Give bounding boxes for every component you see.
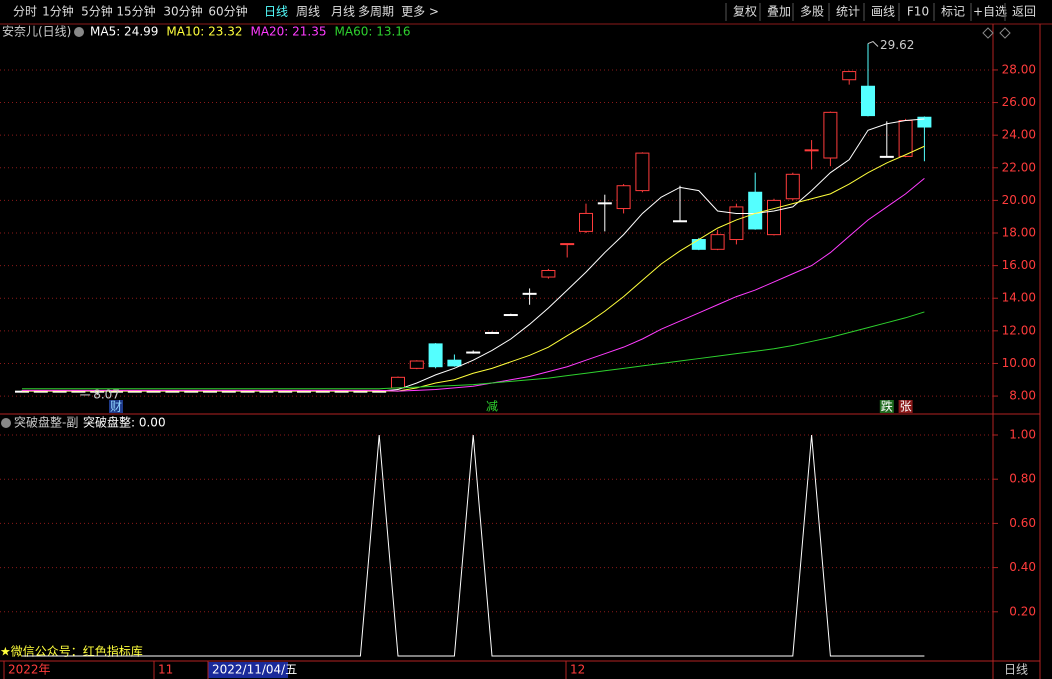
candle-body bbox=[391, 376, 405, 389]
toolbar-tab[interactable]: 月线 bbox=[331, 5, 355, 19]
toolbar-tab[interactable]: 更多 > bbox=[401, 5, 439, 19]
indicator-title: 突破盘整-副 bbox=[14, 415, 78, 430]
indicator-line bbox=[22, 434, 925, 657]
y-tick-label: 0.80 bbox=[1009, 472, 1036, 486]
y-tick-label: 24.00 bbox=[1002, 128, 1036, 142]
toolbar-tab[interactable]: 分时 bbox=[13, 5, 37, 19]
toolbar-button[interactable]: 返回 bbox=[1012, 5, 1036, 19]
max-leader bbox=[867, 40, 879, 47]
date-label: 2022/11/04/五 bbox=[212, 663, 297, 677]
event-marker-bg bbox=[898, 400, 913, 413]
toolbar-button[interactable]: 叠加 bbox=[767, 5, 791, 19]
toolbar-button[interactable]: +自选 bbox=[973, 5, 1007, 19]
candle-body bbox=[466, 351, 481, 354]
y-tick-label: 8.00 bbox=[1009, 389, 1036, 403]
candle-body bbox=[616, 185, 631, 210]
toolbar-tab[interactable]: 多周期 bbox=[358, 5, 394, 19]
max-price: 29.62 bbox=[880, 38, 914, 52]
date-cursor-bg bbox=[208, 662, 288, 678]
candle-body bbox=[560, 243, 575, 246]
toolbar-button[interactable]: 标记 bbox=[941, 5, 965, 19]
toolbar-tab[interactable]: 1分钟 bbox=[42, 4, 74, 19]
candle-body bbox=[767, 199, 781, 236]
candle-body bbox=[522, 292, 537, 295]
legend-icon bbox=[74, 27, 84, 37]
y-tick-label: 28.00 bbox=[1002, 62, 1036, 76]
y-tick-label: 12.00 bbox=[1002, 323, 1036, 337]
toolbar-button[interactable]: F10 bbox=[907, 5, 929, 19]
y-tick-label: 16.00 bbox=[1002, 258, 1036, 272]
event-marker[interactable]: 跌 bbox=[881, 399, 893, 414]
date-label: 12 bbox=[570, 663, 585, 677]
y-tick-label: 18.00 bbox=[1002, 226, 1036, 240]
candle-body bbox=[409, 360, 424, 369]
candle-body bbox=[729, 206, 744, 241]
y-tick-label: 0.20 bbox=[1009, 604, 1036, 618]
toolbar-button[interactable]: 画线 bbox=[871, 5, 895, 19]
event-marker-bg bbox=[485, 400, 499, 413]
toolbar-tab[interactable]: 周线 bbox=[296, 5, 320, 19]
indicator-icon bbox=[1, 418, 11, 428]
y-tick-label: 0.40 bbox=[1009, 560, 1036, 574]
candle-body bbox=[804, 149, 819, 152]
toolbar-button[interactable]: 统计 bbox=[836, 5, 860, 19]
candle-body bbox=[898, 119, 913, 157]
candle-body bbox=[748, 191, 763, 230]
candle-body bbox=[447, 359, 462, 367]
y-tick-label: 22.00 bbox=[1002, 160, 1036, 174]
candle-body bbox=[579, 212, 593, 232]
toolbar-button[interactable]: 多股 bbox=[800, 5, 824, 19]
candle-body bbox=[503, 314, 518, 317]
watermark: ★微信公众号：红色指标库 bbox=[0, 644, 143, 659]
y-tick-label: 14.00 bbox=[1002, 291, 1036, 305]
candle-body bbox=[842, 71, 857, 81]
toolbar-tab[interactable]: 5分钟 bbox=[81, 4, 113, 19]
legend-item: MA10: 23.32 bbox=[166, 25, 242, 39]
toolbar-tab[interactable]: 60分钟 bbox=[208, 4, 247, 19]
legend-item: MA5: 24.99 bbox=[90, 25, 158, 39]
toolbar-button[interactable]: 复权 bbox=[733, 5, 757, 19]
candle-body bbox=[485, 331, 499, 334]
ma-line bbox=[22, 311, 925, 390]
event-marker-bg bbox=[109, 400, 123, 413]
candle-body bbox=[635, 152, 650, 192]
stock-title: 安奈儿(日线) bbox=[2, 24, 71, 39]
min-price: 8.07 bbox=[93, 387, 120, 401]
candle-body bbox=[785, 173, 800, 200]
candle-body bbox=[673, 220, 687, 223]
period-label: 日线 bbox=[1004, 663, 1028, 677]
y-tick-label: 1.00 bbox=[1009, 428, 1036, 442]
ma-line bbox=[22, 177, 925, 392]
candle-body bbox=[710, 234, 725, 250]
y-tick-label: 10.00 bbox=[1002, 356, 1036, 370]
event-marker-bg bbox=[879, 400, 894, 413]
candle-body bbox=[428, 343, 443, 368]
y-tick-label: 0.60 bbox=[1009, 516, 1036, 530]
toolbar-tab[interactable]: 15分钟 bbox=[116, 4, 155, 19]
candle-body bbox=[917, 116, 932, 128]
candle-body bbox=[861, 85, 875, 117]
candle-body bbox=[541, 270, 556, 278]
legend-item: MA60: 13.16 bbox=[335, 25, 411, 39]
event-marker[interactable]: 财 bbox=[110, 400, 122, 414]
event-marker[interactable]: 减 bbox=[486, 400, 498, 414]
toolbar-tab[interactable]: 30分钟 bbox=[163, 4, 202, 19]
panel-icons bbox=[982, 27, 1011, 39]
candle-body bbox=[597, 202, 612, 205]
candle-body bbox=[879, 155, 894, 158]
date-label: 2022年 bbox=[8, 663, 51, 677]
candle-body bbox=[691, 239, 706, 250]
event-marker[interactable]: 张 bbox=[900, 400, 912, 414]
date-label: 11 bbox=[158, 663, 173, 677]
y-tick-label: 20.00 bbox=[1002, 193, 1036, 207]
indicator-legend: 突破盘整: 0.00 bbox=[83, 415, 166, 430]
legend-item: MA20: 21.35 bbox=[250, 25, 326, 39]
y-tick-label: 26.00 bbox=[1002, 95, 1036, 109]
candle-body bbox=[823, 111, 838, 159]
toolbar-tab[interactable]: 日线 bbox=[264, 5, 288, 19]
